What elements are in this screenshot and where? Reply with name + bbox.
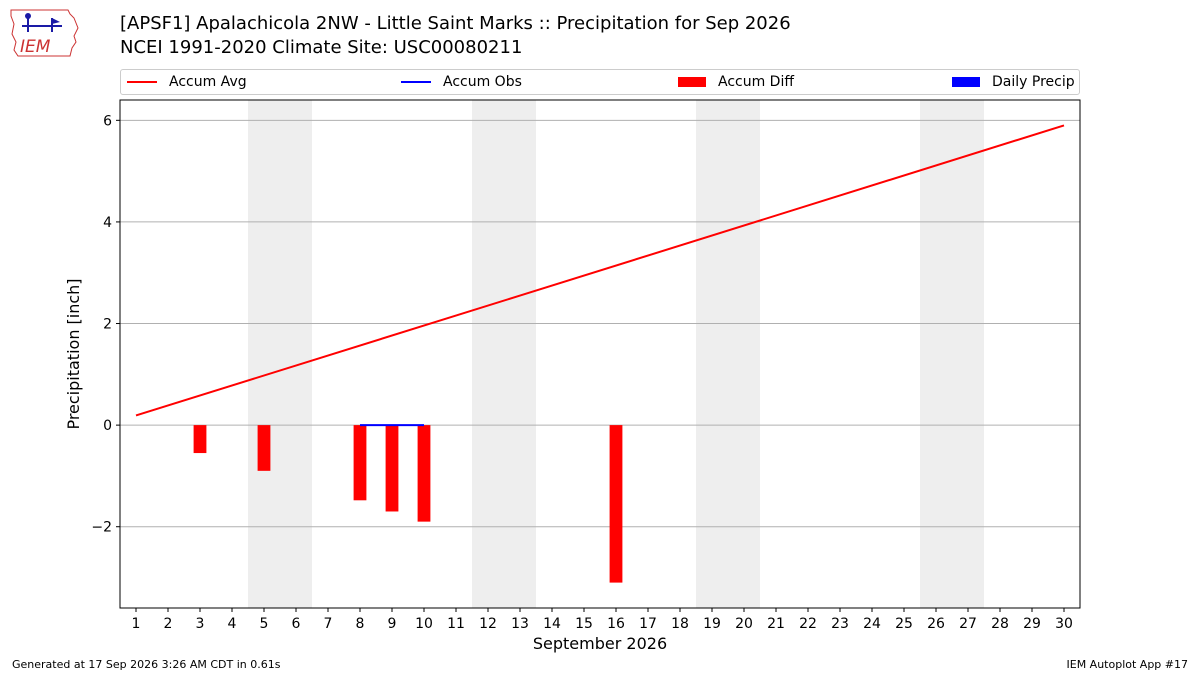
x-tick-label: 30 (1055, 616, 1073, 632)
y-tick-label: 0 (103, 418, 112, 434)
legend-swatch-accum-avg (127, 81, 157, 83)
chart-title: [APSF1] Apalachicola 2NW - Little Saint … (120, 13, 791, 34)
x-tick-label: 28 (991, 616, 1009, 632)
legend-label-daily-precip: Daily Precip (992, 74, 1075, 90)
y-tick-label: −2 (91, 520, 112, 536)
y-axis: −2 0 2 4 6 (91, 113, 120, 536)
x-tick-label: 7 (324, 616, 333, 632)
weekend-band (248, 100, 312, 608)
accum-diff-bar (417, 425, 431, 522)
x-tick-label: 1 (132, 616, 141, 632)
x-tick-label: 18 (671, 616, 689, 632)
x-tick-label: 2 (164, 616, 173, 632)
gridlines (120, 119, 1080, 528)
footer-app: IEM Autoplot App #17 (1066, 658, 1189, 671)
x-tick-label: 29 (1023, 616, 1041, 632)
logo-text: IEM (20, 37, 51, 57)
weekend-band (472, 100, 536, 608)
x-tick-label: 22 (799, 616, 817, 632)
x-tick-label: 16 (607, 616, 625, 632)
weekend-band (920, 100, 984, 608)
x-tick-label: 26 (927, 616, 945, 632)
legend-item-daily-precip: Daily Precip (952, 70, 1075, 94)
x-tick-label: 5 (260, 616, 269, 632)
legend-swatch-daily-precip (952, 77, 980, 87)
weekend-band (696, 100, 760, 608)
x-tick-label: 20 (735, 616, 753, 632)
legend-label-accum-avg: Accum Avg (169, 74, 247, 90)
iem-logo: IEM (8, 6, 82, 58)
x-tick-label: 6 (292, 616, 301, 632)
x-axis-label: September 2026 (533, 634, 667, 653)
legend-item-accum-diff: Accum Diff (678, 70, 794, 94)
y-tick-label: 6 (103, 113, 112, 129)
x-tick-label: 3 (196, 616, 205, 632)
x-tick-label: 25 (895, 616, 913, 632)
x-tick-label: 12 (479, 616, 497, 632)
x-axis: 1 2 3 4 5 6 7 8 9 10 11 12 13 14 15 16 17 18 19 20 21 22 23 24 2… (132, 608, 1073, 632)
legend-item-accum-obs: Accum Obs (401, 70, 522, 94)
weekend-bands (248, 100, 984, 608)
x-tick-label: 13 (511, 616, 529, 632)
accum-diff-bar (385, 425, 399, 512)
x-tick-label: 4 (228, 616, 237, 632)
x-tick-label: 11 (447, 616, 465, 632)
x-tick-label: 9 (388, 616, 397, 632)
legend: Accum Avg Accum Obs Accum Diff Daily Pre… (120, 69, 1080, 95)
x-tick-label: 19 (703, 616, 721, 632)
accum-diff-bar (609, 425, 623, 583)
y-tick-label: 4 (103, 215, 112, 231)
x-tick-label: 27 (959, 616, 977, 632)
iowa-outline-icon: IEM (10, 9, 79, 57)
chart-subtitle: NCEI 1991-2020 Climate Site: USC00080211 (120, 37, 523, 58)
x-tick-label: 10 (415, 616, 433, 632)
x-tick-label: 17 (639, 616, 657, 632)
footer-generated: Generated at 17 Sep 2026 3:26 AM CDT in … (12, 658, 281, 671)
x-tick-label: 24 (863, 616, 881, 632)
y-axis-label: Precipitation [inch] (64, 278, 83, 429)
accum-diff-bars (193, 425, 623, 583)
x-tick-label: 23 (831, 616, 849, 632)
x-tick-label: 21 (767, 616, 785, 632)
x-tick-label: 15 (575, 616, 593, 632)
x-tick-label: 8 (356, 616, 365, 632)
accum-avg-line (135, 124, 1065, 417)
legend-label-accum-diff: Accum Diff (718, 74, 795, 90)
series-lines (135, 124, 1065, 427)
legend-swatch-accum-obs (401, 81, 431, 83)
legend-swatch-accum-diff (678, 77, 706, 87)
x-tick-label: 14 (543, 616, 561, 632)
accum-diff-bar (353, 425, 367, 501)
legend-item-accum-avg: Accum Avg (127, 70, 247, 94)
legend-label-accum-obs: Accum Obs (443, 74, 522, 90)
accum-diff-bar (193, 425, 207, 454)
plot-frame (119, 99, 1081, 609)
y-tick-label: 2 (103, 317, 112, 333)
accum-diff-bar (257, 425, 271, 471)
